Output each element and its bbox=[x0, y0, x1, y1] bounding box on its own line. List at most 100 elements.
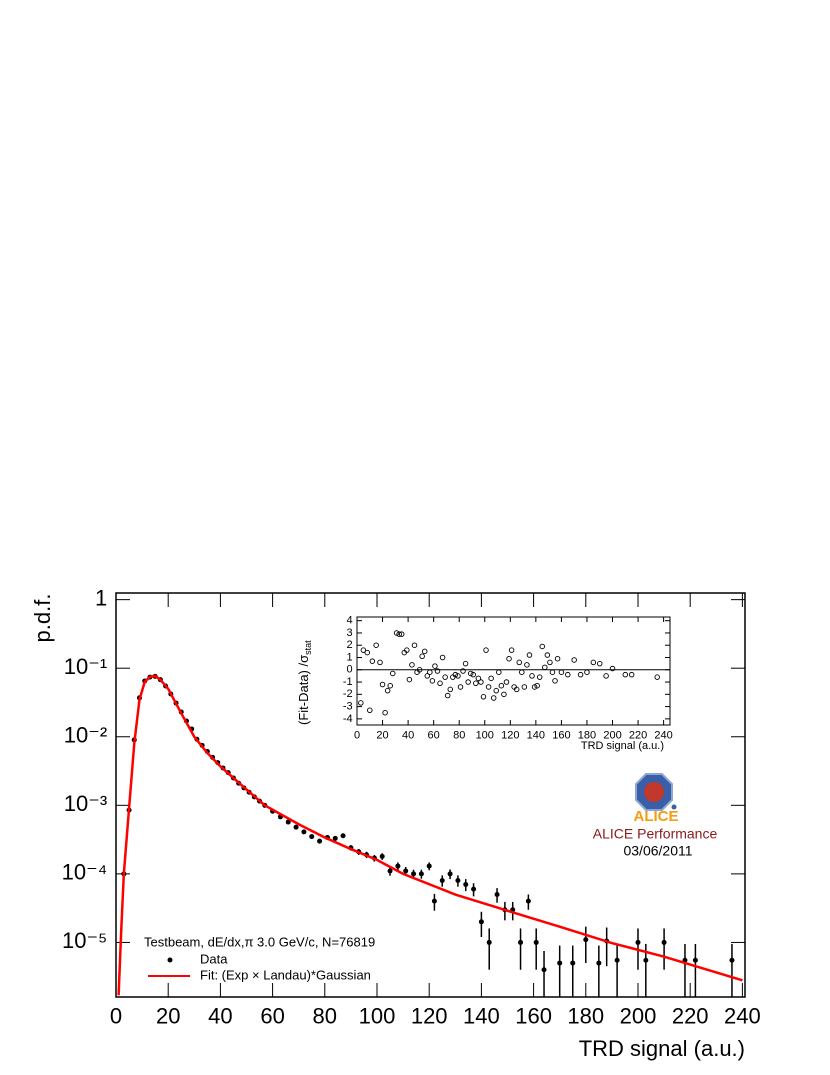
data-point bbox=[309, 834, 315, 840]
plot-area bbox=[117, 673, 743, 997]
residual-point bbox=[437, 680, 443, 687]
x-tick-label: 220 bbox=[629, 729, 647, 741]
residual-point bbox=[519, 669, 525, 675]
x-tick-label: 140 bbox=[463, 1004, 500, 1029]
residual-point bbox=[473, 680, 479, 687]
x-tick-label: 240 bbox=[654, 729, 672, 741]
residual-point bbox=[432, 663, 438, 669]
data-point bbox=[439, 878, 445, 884]
residual-point bbox=[364, 649, 370, 656]
residual-point bbox=[396, 631, 402, 637]
y-tick-label: 10⁻² bbox=[64, 723, 107, 748]
legend-label: Fit: (Exp × Landau)*Gaussian bbox=[200, 967, 371, 982]
x-tick-label: 200 bbox=[603, 729, 621, 741]
data-point bbox=[541, 967, 547, 973]
data-point bbox=[478, 919, 484, 925]
residual-point bbox=[447, 686, 454, 693]
residual-point bbox=[462, 660, 469, 667]
x-tick-label: 180 bbox=[567, 1004, 604, 1029]
data-point bbox=[395, 863, 401, 869]
data-point bbox=[340, 833, 346, 839]
data-point bbox=[614, 957, 620, 963]
residual-point bbox=[373, 642, 379, 648]
fit-line bbox=[117, 674, 743, 996]
data-point bbox=[403, 868, 409, 874]
y-tick-label: -1 bbox=[343, 676, 353, 688]
x-tick-label: 120 bbox=[411, 1004, 448, 1029]
residual-point bbox=[452, 671, 459, 678]
logo-dot bbox=[671, 804, 677, 810]
residual-point bbox=[490, 695, 497, 701]
residual-point bbox=[393, 630, 400, 636]
inset-y-label-main: (Fit-Data) /σ bbox=[296, 655, 311, 725]
y-tick-label: 1 bbox=[95, 585, 107, 610]
residual-point bbox=[498, 682, 505, 689]
data-point bbox=[583, 937, 589, 943]
residual-point bbox=[493, 687, 500, 694]
data-point bbox=[332, 835, 338, 841]
y-tick-label: 1 bbox=[346, 651, 352, 663]
residual-point bbox=[377, 659, 383, 666]
residual-point bbox=[609, 665, 616, 672]
residual-point bbox=[603, 673, 609, 679]
x-tick-label: 40 bbox=[402, 729, 414, 741]
residual-point bbox=[547, 659, 553, 666]
residual-point bbox=[503, 679, 510, 685]
x-tick-label: 220 bbox=[672, 1004, 709, 1029]
residual-point bbox=[475, 675, 482, 682]
y-tick-label: 2 bbox=[346, 639, 352, 651]
residual-point bbox=[584, 669, 590, 675]
residual-point bbox=[358, 700, 364, 706]
residual-point bbox=[628, 671, 635, 678]
x-tick-label: 60 bbox=[428, 729, 440, 741]
residual-point bbox=[496, 669, 502, 675]
data-point bbox=[426, 863, 432, 869]
residual-point bbox=[508, 647, 515, 653]
main-frame bbox=[115, 592, 746, 998]
residual-point bbox=[406, 676, 413, 683]
residual-point bbox=[565, 671, 571, 678]
data-point bbox=[418, 871, 424, 877]
x-tick-label: 80 bbox=[313, 1004, 337, 1029]
data-point bbox=[635, 939, 641, 945]
residual-point bbox=[558, 669, 565, 675]
residual-point bbox=[465, 679, 471, 685]
residual-point bbox=[534, 682, 540, 689]
data-point bbox=[293, 824, 299, 830]
residual-point bbox=[379, 681, 386, 688]
residual-point bbox=[467, 670, 474, 677]
residual-point bbox=[427, 669, 433, 675]
y-tick-label: -2 bbox=[343, 688, 353, 700]
residual-point bbox=[416, 667, 423, 673]
annotation: 03/06/2011 bbox=[623, 843, 692, 859]
data-point bbox=[729, 957, 735, 963]
inset-y-label-sub: stat bbox=[303, 640, 313, 655]
residual-point bbox=[554, 655, 561, 662]
y-axis-label: p.d.f. bbox=[30, 594, 55, 643]
residual-point bbox=[521, 684, 528, 690]
data-point bbox=[463, 881, 469, 887]
residual-point bbox=[483, 647, 489, 653]
data-point bbox=[431, 898, 437, 904]
legend-title: Testbeam, dE/dx,π 3.0 GeV/c, N=76819 bbox=[144, 934, 375, 949]
x-tick-label: 20 bbox=[156, 1004, 180, 1029]
x-tick-label: 120 bbox=[501, 729, 519, 741]
residual-point bbox=[387, 682, 393, 689]
y-tick-label: 10⁻⁴ bbox=[62, 860, 108, 885]
data-point bbox=[486, 939, 492, 945]
residual-point bbox=[488, 675, 494, 682]
residual-point bbox=[457, 684, 464, 690]
residual-point bbox=[506, 655, 512, 662]
inset-x-axis-label: TRD signal (a.u.) bbox=[581, 740, 664, 752]
residual-point bbox=[654, 674, 660, 680]
data-point bbox=[317, 838, 323, 844]
residual-point bbox=[513, 686, 520, 693]
x-tick-label: 240 bbox=[724, 1004, 761, 1029]
legend-marker bbox=[167, 957, 173, 963]
residual-point bbox=[524, 662, 530, 668]
y-tick-label: 4 bbox=[346, 615, 352, 627]
x-tick-label: 200 bbox=[620, 1004, 657, 1029]
data-point bbox=[557, 960, 563, 966]
